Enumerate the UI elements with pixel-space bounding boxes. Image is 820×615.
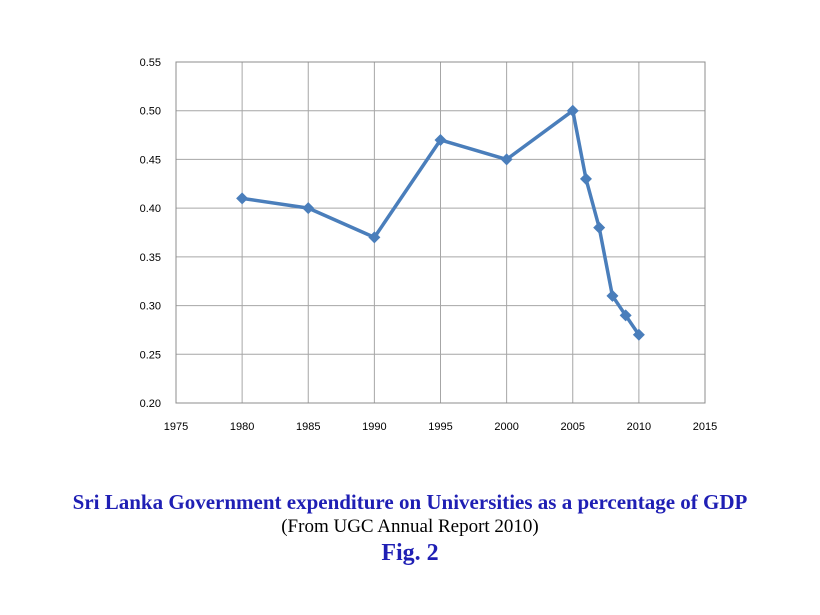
x-tick-label: 2010 bbox=[627, 421, 651, 433]
y-tick-label: 0.25 bbox=[140, 349, 161, 361]
data-point-marker bbox=[368, 231, 381, 244]
data-point-marker bbox=[500, 153, 513, 166]
chart-caption-source: (From UGC Annual Report 2010) bbox=[281, 516, 539, 537]
x-tick-label: 1985 bbox=[296, 421, 320, 433]
y-tick-label: 0.30 bbox=[140, 301, 161, 313]
x-axis-tick-labels: 1975 1980 1985 1990 1995 2000 2005 2010 2015 bbox=[164, 421, 717, 433]
x-tick-label: 1975 bbox=[164, 421, 188, 433]
y-tick-label: 0.55 bbox=[140, 57, 161, 69]
y-tick-label: 0.45 bbox=[140, 154, 161, 166]
y-axis-tick-labels: 0.20 0.25 0.30 0.35 0.40 0.45 0.50 0.55 bbox=[140, 57, 161, 410]
x-tick-label: 1980 bbox=[230, 421, 254, 433]
data-point-marker bbox=[566, 104, 579, 117]
y-tick-label: 0.35 bbox=[140, 252, 161, 264]
x-tick-label: 2000 bbox=[494, 421, 518, 433]
data-point-marker bbox=[593, 221, 606, 234]
data-point-marker bbox=[579, 172, 592, 185]
line-chart: 1975 1980 1985 1990 1995 2000 2005 2010 2015 0.2… bbox=[140, 57, 718, 433]
data-point-marker bbox=[434, 133, 447, 146]
data-point-marker bbox=[606, 289, 619, 302]
x-tick-label: 2005 bbox=[561, 421, 585, 433]
data-point-marker bbox=[236, 192, 249, 205]
data-point-marker bbox=[632, 328, 645, 341]
y-tick-label: 0.50 bbox=[140, 106, 161, 118]
data-point-marker bbox=[619, 309, 632, 322]
series-layer bbox=[236, 104, 645, 341]
data-point-marker bbox=[302, 202, 315, 215]
x-tick-label: 1990 bbox=[362, 421, 386, 433]
x-tick-label: 2015 bbox=[693, 421, 717, 433]
chart-caption-title: Sri Lanka Government expenditure on Univ… bbox=[72, 490, 748, 514]
plot-area bbox=[175, 61, 706, 404]
x-gridlines bbox=[175, 62, 706, 403]
x-tick-label: 1995 bbox=[428, 421, 452, 433]
figure-label: Fig. 2 bbox=[381, 540, 439, 566]
y-tick-label: 0.40 bbox=[140, 203, 161, 215]
y-tick-label: 0.20 bbox=[140, 398, 161, 410]
